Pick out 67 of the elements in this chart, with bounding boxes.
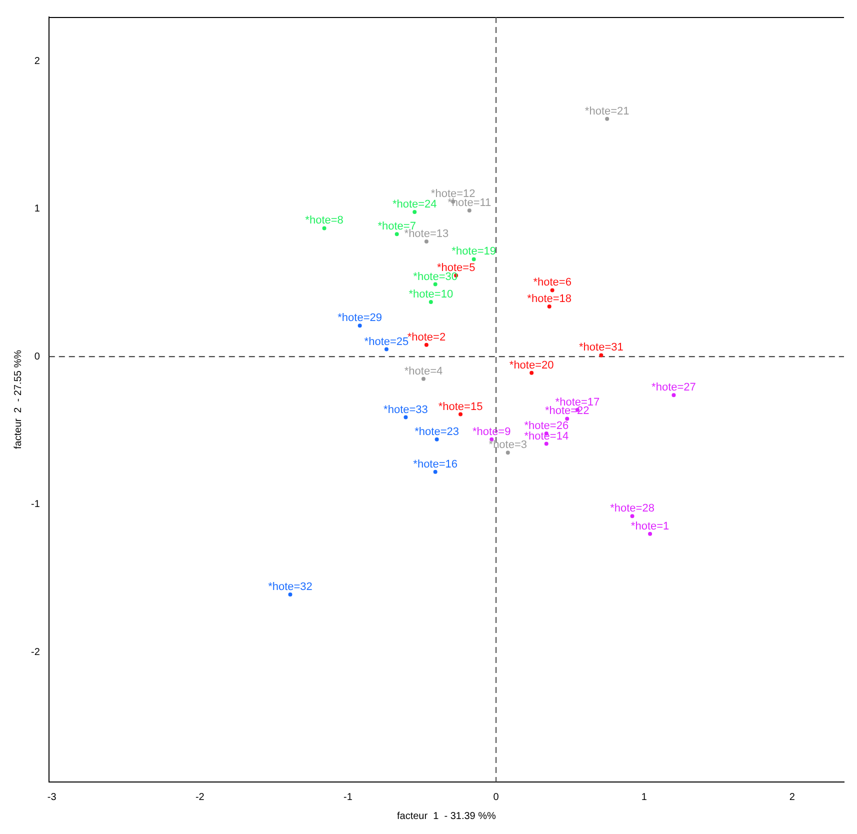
y-tick-label: 0	[34, 351, 40, 362]
annotation: *hote=19	[452, 246, 496, 258]
annotation: *hote=6	[533, 276, 572, 289]
annotation: *hote=10	[408, 288, 454, 301]
annotation: *hote=4	[404, 365, 443, 378]
x-tick-label: 1	[641, 792, 648, 803]
point	[433, 282, 438, 286]
y-tick-label: -2	[30, 646, 40, 658]
point	[322, 226, 326, 230]
annotation: *hote=33	[384, 404, 428, 416]
point	[404, 415, 408, 420]
annotation: *hote=30	[413, 270, 458, 283]
annotation: *hote=29	[338, 312, 382, 324]
annotation: *hote=24	[392, 198, 437, 210]
x-tick-label: -1	[344, 792, 353, 803]
annotation: *hote=27	[652, 382, 696, 394]
point	[424, 239, 428, 244]
annotation: *hote=9	[472, 426, 511, 438]
point	[648, 532, 652, 536]
point	[547, 304, 552, 308]
point	[384, 347, 388, 352]
point	[565, 416, 570, 421]
x-tick-label: -2	[195, 792, 205, 803]
point	[358, 324, 362, 328]
y-tick-label: 1	[34, 204, 40, 215]
point	[288, 592, 292, 596]
point	[421, 376, 426, 381]
point	[472, 257, 476, 262]
point	[599, 353, 604, 358]
annotation: *hote=2	[407, 331, 446, 344]
annotation: *hote=31	[578, 342, 624, 354]
point	[550, 288, 554, 292]
point	[433, 470, 438, 474]
y-tick-label: 2	[34, 56, 40, 68]
point	[506, 450, 510, 455]
x-axis-title: facteur 1 - 31.39 %%	[396, 810, 496, 822]
point	[544, 442, 548, 446]
annotation: *hote=16	[413, 458, 458, 470]
annotation: *hote=11	[448, 196, 492, 209]
point	[434, 437, 439, 442]
point	[630, 514, 634, 518]
annotation: *hote=32	[268, 580, 312, 593]
annotation: *hote=15	[438, 400, 483, 413]
point	[530, 370, 534, 375]
point	[672, 393, 676, 398]
x-tick-label: 0	[493, 792, 500, 803]
point	[394, 232, 399, 236]
point	[605, 116, 610, 121]
point	[428, 300, 433, 304]
x-tick-label: -3	[47, 792, 57, 803]
annotation: *hote=1	[630, 520, 670, 532]
x-tick-label: 2	[789, 792, 796, 803]
annotation: *hote=18	[527, 292, 572, 305]
point	[412, 210, 417, 214]
annotation: *hote=23	[414, 426, 459, 438]
y-axis-title: facteur 2 - 27.55 %%	[12, 350, 24, 449]
point	[424, 342, 428, 347]
annotation: *hote=20	[509, 359, 554, 372]
y-tick-label: -1	[30, 499, 40, 510]
annotation: *hote=28	[610, 502, 654, 515]
annotation: *hote=26	[524, 420, 569, 432]
annotation: *hote=8	[305, 214, 344, 227]
annotation: *hote=21	[584, 105, 630, 118]
annotation: *hote=25	[364, 336, 409, 348]
point	[467, 208, 472, 212]
annotation: *hote=22	[544, 405, 590, 418]
point	[458, 412, 463, 416]
